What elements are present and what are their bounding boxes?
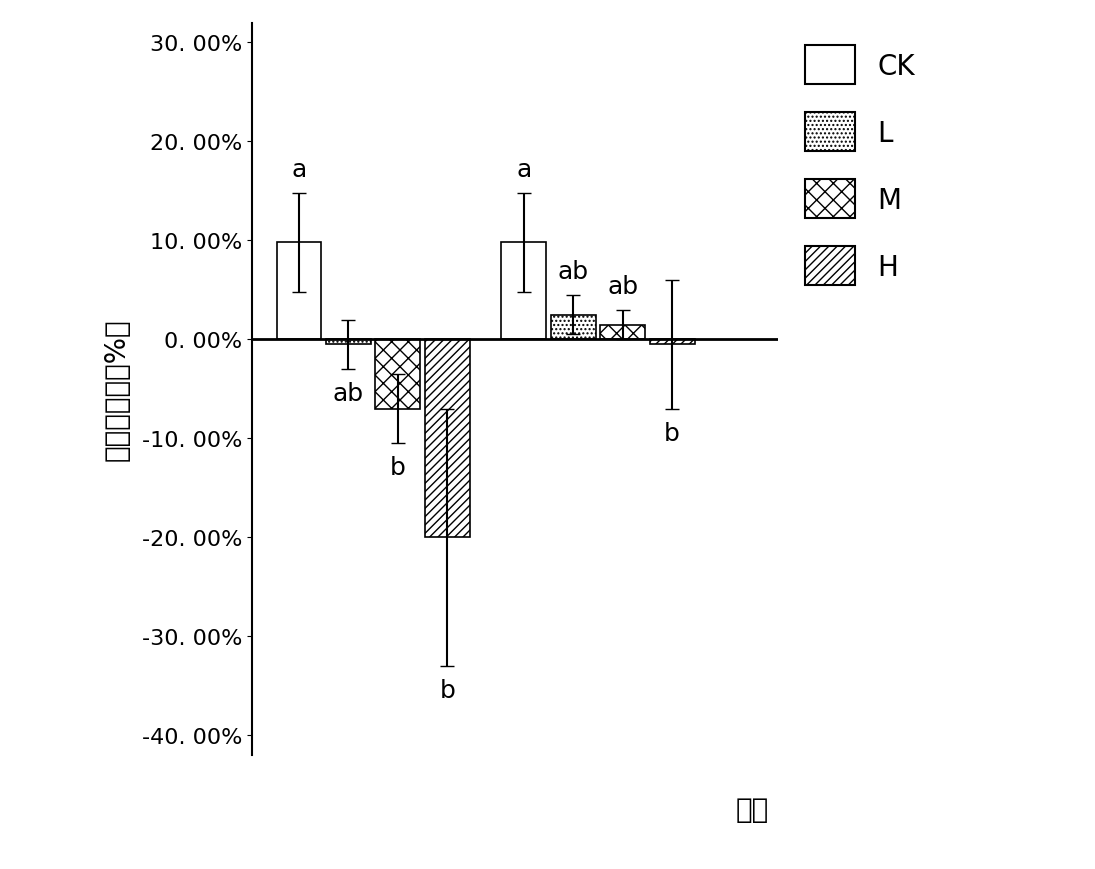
Text: b: b bbox=[665, 421, 680, 445]
Bar bbox=[326, 340, 371, 345]
Bar bbox=[502, 243, 546, 340]
Bar bbox=[600, 325, 645, 340]
Y-axis label: 幻度增加量（%）: 幻度增加量（%） bbox=[103, 318, 130, 461]
Bar bbox=[277, 243, 322, 340]
Bar bbox=[376, 340, 420, 409]
Text: ab: ab bbox=[557, 260, 589, 283]
Bar bbox=[551, 315, 596, 340]
Bar bbox=[649, 340, 694, 345]
Text: 处理: 处理 bbox=[736, 794, 769, 823]
Text: b: b bbox=[439, 678, 456, 702]
Legend: CK, L, M, H: CK, L, M, H bbox=[797, 37, 923, 295]
Bar bbox=[425, 340, 470, 538]
Text: ab: ab bbox=[607, 275, 638, 298]
Text: a: a bbox=[516, 158, 531, 182]
Text: a: a bbox=[291, 158, 307, 182]
Text: ab: ab bbox=[333, 381, 364, 406]
Text: b: b bbox=[390, 455, 406, 480]
